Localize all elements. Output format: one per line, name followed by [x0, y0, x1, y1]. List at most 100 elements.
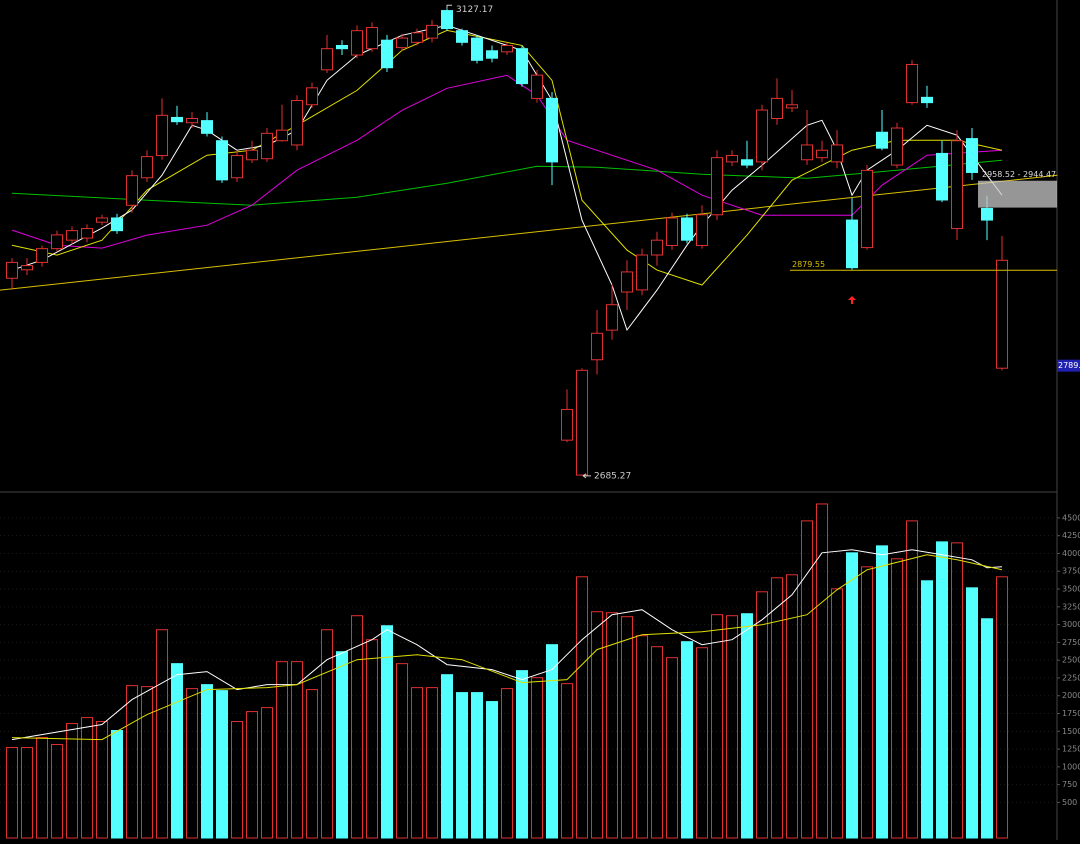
- volume-bar: [756, 591, 768, 839]
- volume-bar: [171, 663, 183, 839]
- candle-body: [441, 10, 453, 30]
- volume-bar: [546, 644, 558, 839]
- volume-bar: [81, 717, 93, 839]
- low-pointer: [582, 473, 591, 479]
- candle-body: [681, 217, 693, 241]
- candle-body: [831, 144, 843, 163]
- candle-body: [381, 39, 393, 69]
- y-tick-label: 4500: [1062, 513, 1080, 522]
- volume-bar: [216, 690, 228, 839]
- moving-average: [11, 159, 1003, 206]
- candle-body: [51, 234, 63, 250]
- candle-body: [756, 109, 768, 163]
- volume-bar: [276, 661, 288, 839]
- candle-body: [936, 152, 948, 201]
- candle-body: [126, 175, 138, 206]
- candle-body: [306, 87, 318, 106]
- y-tick-label: 3750: [1062, 567, 1080, 576]
- candle-body: [231, 155, 243, 179]
- candle-body: [351, 30, 363, 56]
- high-label: 3127.17: [456, 5, 493, 15]
- volume-bar: [6, 747, 18, 839]
- volume-bar: [261, 707, 273, 839]
- volume-average: [11, 554, 1003, 741]
- volume-bar: [111, 730, 123, 839]
- range-box: [978, 180, 1057, 208]
- candle-body: [486, 50, 498, 59]
- candle-body: [111, 217, 123, 232]
- candle-body: [726, 155, 738, 163]
- candle-body: [201, 120, 213, 134]
- candle-body: [21, 265, 33, 271]
- volume-bar: [696, 647, 708, 839]
- y-tick-label: 2750: [1062, 638, 1080, 647]
- volume-bar: [561, 683, 573, 839]
- candle-body: [651, 239, 663, 256]
- y-tick-label: 2250: [1062, 673, 1080, 682]
- candle-body: [456, 30, 468, 43]
- moving-average: [11, 74, 1003, 249]
- y-tick-label: 2000: [1062, 691, 1080, 700]
- volume-bar: [156, 629, 168, 839]
- volume-bar: [231, 721, 243, 839]
- volume-bar: [606, 612, 618, 839]
- volume-bar: [471, 692, 483, 839]
- candle-body: [66, 230, 78, 241]
- candle-body: [396, 37, 408, 49]
- candle-body: [531, 74, 543, 99]
- volume-bar: [846, 552, 858, 839]
- candle-body: [321, 48, 333, 71]
- volume-bar: [906, 520, 918, 839]
- volume-bar: [51, 744, 63, 839]
- candle-body: [981, 207, 993, 221]
- candle-body: [666, 217, 678, 246]
- y-tick-label: 3500: [1062, 585, 1080, 594]
- y-tick-label: 2500: [1062, 656, 1080, 665]
- volume-bar: [711, 614, 723, 839]
- level-label: 2879.55: [792, 260, 825, 269]
- volume-bar: [831, 588, 843, 839]
- candle-body: [891, 127, 903, 166]
- candle-body: [741, 159, 753, 166]
- candle-body: [621, 271, 633, 293]
- volume-bar: [981, 618, 993, 839]
- volume-bar: [681, 641, 693, 839]
- volume-bar: [516, 670, 528, 839]
- candle-body: [6, 261, 18, 279]
- volume-bar: [786, 574, 798, 839]
- candle-body: [366, 27, 378, 50]
- volume-bar: [66, 723, 78, 839]
- candle-body: [216, 140, 228, 181]
- candle-body: [246, 149, 258, 161]
- moving-average: [11, 29, 1003, 286]
- y-tick-label: 4250: [1062, 531, 1080, 540]
- volume-bar: [186, 688, 198, 839]
- volume-bar: [321, 629, 333, 839]
- volume-bar: [576, 576, 588, 839]
- candle-body: [171, 116, 183, 123]
- candle-body: [816, 149, 828, 159]
- volume-bar: [291, 661, 303, 839]
- candle-body: [261, 132, 273, 160]
- y-tick-label: 750: [1062, 780, 1077, 789]
- volume-bar: [246, 711, 258, 839]
- candle-body: [411, 32, 423, 43]
- volume-bar: [201, 684, 213, 839]
- volume-bar: [891, 558, 903, 839]
- volume-bar: [816, 503, 828, 839]
- candle-body: [96, 217, 108, 223]
- candle-body: [951, 140, 963, 230]
- candle-body: [501, 44, 513, 53]
- volume-bar: [36, 737, 48, 839]
- candle-body: [141, 156, 153, 179]
- volume-bar: [936, 541, 948, 839]
- volume-bar: [426, 687, 438, 839]
- volume-bar: [306, 689, 318, 839]
- y-tick-label: 4000: [1062, 549, 1080, 558]
- volume-bar: [801, 520, 813, 839]
- volume-bar: [621, 616, 633, 839]
- volume-bar: [396, 663, 408, 839]
- candle-body: [606, 304, 618, 331]
- candle-body: [636, 254, 648, 291]
